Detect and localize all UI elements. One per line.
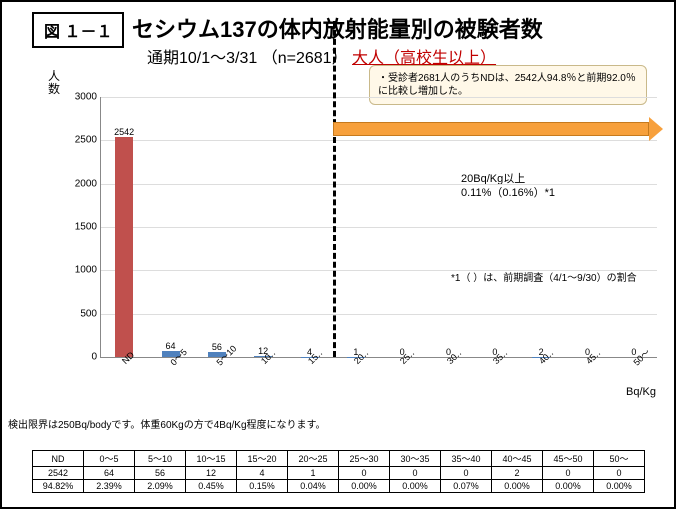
table-cell: 0.00%	[390, 480, 441, 493]
gridline	[101, 184, 657, 185]
table-cell: 45～50	[543, 451, 594, 467]
table-cell: 35～40	[441, 451, 492, 467]
table-row: 94.82%2.39%2.09%0.45%0.15%0.04%0.00%0.00…	[33, 480, 645, 493]
chart-title: セシウム137の体内放射能量別の被験者数	[132, 12, 543, 44]
table-cell: 0.00%	[339, 480, 390, 493]
y-tick: 500	[80, 308, 101, 319]
table-cell: 20～25	[288, 451, 339, 467]
table-cell: 0	[390, 467, 441, 480]
table-cell: 30～35	[390, 451, 441, 467]
table-cell: 0.07%	[441, 480, 492, 493]
table-cell: ND	[33, 451, 84, 467]
figure-label: 図 １－１	[32, 12, 124, 48]
gridline	[101, 270, 657, 271]
table-cell: 10～15	[186, 451, 237, 467]
table-cell: 2542	[33, 467, 84, 480]
table-cell: 0.00%	[594, 480, 645, 493]
plot-area: ・受診者2681人のうちNDは、2542人94.8％と前期92.0％に比較し増加…	[100, 97, 657, 358]
y-tick: 0	[91, 352, 101, 363]
bar: 2542	[115, 137, 133, 357]
table-cell: 15～20	[237, 451, 288, 467]
chart-area: ・受診者2681人のうちNDは、2542人94.8％と前期92.0％に比較し増加…	[76, 97, 656, 392]
table-cell: 64	[84, 467, 135, 480]
gridline	[101, 140, 657, 141]
table-cell: 0.00%	[492, 480, 543, 493]
table-cell: 4	[237, 467, 288, 480]
table-cell: 56	[135, 467, 186, 480]
table-cell: 0.15%	[237, 480, 288, 493]
threshold-annotation: 20Bq/Kg以上0.11%（0.16%）*1	[461, 172, 555, 201]
footnote: 検出限界は250Bq/bodyです。体重60Kgの方で4Bq/Kg程度になります…	[8, 420, 326, 432]
table-row: ND0～55～1010～1515～2020～2525～3030～3535～404…	[33, 451, 645, 467]
table-cell: 5～10	[135, 451, 186, 467]
y-tick: 2500	[75, 135, 101, 146]
y-tick: 2000	[75, 178, 101, 189]
table-cell: 25～30	[339, 451, 390, 467]
table-cell: 0.04%	[288, 480, 339, 493]
table-cell: 40～45	[492, 451, 543, 467]
gridline	[101, 314, 657, 315]
table-cell: 0.45%	[186, 480, 237, 493]
table-cell: 12	[186, 467, 237, 480]
x-axis-label: Bq/Kg	[626, 386, 656, 398]
page: 図 １－１ セシウム137の体内放射能量別の被験者数 通期10/1～3/31 （…	[0, 0, 676, 509]
gridline	[101, 97, 657, 98]
table-cell: 0	[339, 467, 390, 480]
table-cell: 2	[492, 467, 543, 480]
table-cell: 0	[543, 467, 594, 480]
bar-value-label: 64	[165, 341, 175, 351]
y-tick: 3000	[75, 92, 101, 103]
subtitle-period: 通期10/1～3/31 （n=2681）	[147, 50, 348, 67]
table-cell: 0	[594, 467, 645, 480]
data-table: ND0～55～1010～1515～2020～2525～3030～3535～404…	[32, 450, 645, 493]
table-cell: 0	[441, 467, 492, 480]
table-cell: 2.09%	[135, 480, 186, 493]
y-tick: 1000	[75, 265, 101, 276]
table-cell: 0.00%	[543, 480, 594, 493]
table-cell: 94.82%	[33, 480, 84, 493]
gridline	[101, 227, 657, 228]
arrow-icon	[333, 122, 663, 136]
table-row: 254264561241000200	[33, 467, 645, 480]
table-cell: 1	[288, 467, 339, 480]
y-axis-label: 人数	[48, 70, 60, 96]
bar-value-label: 2542	[114, 127, 134, 137]
table-cell: 0～5	[84, 451, 135, 467]
callout-note: ・受診者2681人のうちNDは、2542人94.8％と前期92.0％に比較し増加…	[369, 65, 647, 105]
table-cell: 2.39%	[84, 480, 135, 493]
y-tick: 1500	[75, 222, 101, 233]
table-cell: 50～	[594, 451, 645, 467]
threshold-line	[333, 21, 336, 357]
